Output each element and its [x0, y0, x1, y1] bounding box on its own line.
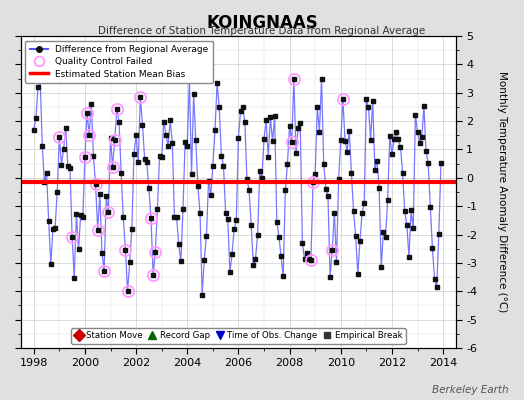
Text: KOINGNAAS: KOINGNAAS	[206, 14, 318, 32]
Legend: Station Move, Record Gap, Time of Obs. Change, Empirical Break: Station Move, Record Gap, Time of Obs. C…	[71, 328, 406, 344]
Y-axis label: Monthly Temperature Anomaly Difference (°C): Monthly Temperature Anomaly Difference (…	[497, 71, 507, 313]
Text: Difference of Station Temperature Data from Regional Average: Difference of Station Temperature Data f…	[99, 26, 425, 36]
Text: Berkeley Earth: Berkeley Earth	[432, 385, 508, 395]
